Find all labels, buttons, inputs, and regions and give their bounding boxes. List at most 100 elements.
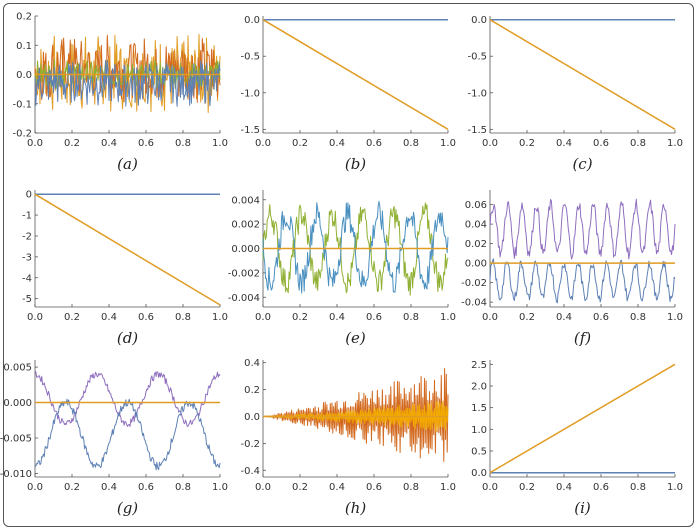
y-tick-label: 0: [26, 190, 32, 201]
x-tick-label: 0.4: [101, 482, 117, 493]
x-tick-label: 0.8: [630, 138, 646, 149]
x-tick-label: 0.4: [101, 138, 117, 149]
x-tick-label: 0.4: [556, 138, 572, 149]
x-tick-label: 0.4: [329, 482, 345, 493]
y-tick-label: -0.005: [0, 434, 32, 445]
y-tick-label: -0.2: [12, 129, 32, 140]
series-purple: [34, 370, 221, 427]
x-tick-label: 0.6: [593, 138, 609, 149]
y-tick-label: -1.5: [240, 125, 260, 136]
x-tick-label: 0.6: [593, 482, 609, 493]
x-tick-label: 1.0: [212, 482, 228, 493]
series-darkorange: [262, 368, 449, 462]
x-tick-label: 1.0: [440, 312, 456, 323]
x-tick-label: 1.0: [440, 482, 456, 493]
y-tick-label: -3: [22, 252, 32, 263]
y-tick-label: 2.0: [471, 382, 487, 393]
x-tick-label: 0.0: [482, 312, 498, 323]
series-green: [34, 59, 221, 89]
y-tick-label: 0.4: [244, 358, 260, 369]
panel-label: (b): [345, 155, 366, 173]
x-tick-label: 0.0: [482, 138, 498, 149]
x-tick-label: 0.2: [64, 138, 80, 149]
series-orange: [489, 363, 676, 474]
y-tick-label: 0.0: [244, 15, 260, 26]
panel-label: (i): [574, 499, 591, 517]
panel-label: (e): [345, 329, 366, 347]
y-tick-label: 1.5: [471, 403, 487, 414]
series-orange: [262, 19, 449, 130]
y-tick-label: 0.1: [16, 41, 32, 52]
chart-panel-d: 0.0 0.2 0.4 0.6 0.8 1.0 -5 -4 -3 -2 -1 0 (d): [22, 190, 228, 347]
series-orange: [34, 193, 221, 306]
y-tick-label: -0.04: [461, 298, 487, 309]
x-tick-label: 0.2: [519, 312, 535, 323]
chart-panel-c: 0.0 0.2 0.4 0.6 0.8 1.0 -1.5 -1.0 -0.5 0.0 (c): [467, 15, 682, 173]
y-tick-label: -1: [22, 211, 32, 222]
series-blue: [489, 258, 676, 304]
chart-panel-g: 0.0 0.2 0.4 0.6 0.8 1.0 -0.010 -0.005 0.000 0.005…: [0, 360, 228, 517]
x-tick-label: 1.0: [667, 482, 683, 493]
chart-panel-h: 0.0 0.2 0.4 0.6 0.8 1.0-0.4-0.20.00.20.4(h): [240, 358, 455, 517]
y-tick-label: 0.000: [3, 398, 32, 409]
series-blue: [262, 200, 449, 294]
x-tick-label: 1.0: [667, 138, 683, 149]
x-tick-label: 0.4: [329, 312, 345, 323]
y-tick-label: 2.5: [471, 360, 487, 371]
y-tick-label: 0.004: [231, 195, 260, 206]
x-tick-label: 0.8: [175, 312, 191, 323]
y-tick-label: -0.1: [12, 99, 32, 110]
x-tick-label: 0.2: [519, 138, 535, 149]
panel-label: (f): [574, 329, 591, 347]
x-tick-label: 0.0: [27, 482, 43, 493]
series-purple: [489, 198, 676, 260]
series-blue: [34, 398, 221, 471]
y-tick-label: -2: [22, 231, 32, 242]
y-tick-label: 0.5: [471, 447, 487, 458]
y-tick-label: 0.02: [465, 239, 487, 250]
x-tick-label: 0.6: [138, 312, 154, 323]
x-tick-label: 0.8: [403, 138, 419, 149]
y-tick-label: 0.2: [16, 12, 32, 23]
y-tick-label: 0.04: [465, 220, 487, 231]
y-tick-label: -1.0: [467, 88, 487, 99]
y-tick-label: -0.5: [467, 52, 487, 63]
panel-label: (g): [117, 499, 138, 517]
x-tick-label: 0.0: [482, 482, 498, 493]
x-tick-label: 1.0: [440, 138, 456, 149]
x-tick-label: 0.4: [556, 482, 572, 493]
x-tick-label: 0.2: [292, 482, 308, 493]
x-tick-label: 0.2: [64, 482, 80, 493]
chart-panel-i: 0.0 0.2 0.4 0.6 0.8 1.0 0.0 0.5 1.0 1.5 2.0 2.5 (i): [471, 360, 683, 517]
y-tick-label: 0.06: [465, 200, 487, 211]
panel-label: (a): [117, 155, 138, 173]
y-tick-label: 1.0: [471, 425, 487, 436]
x-tick-label: 0.0: [255, 138, 271, 149]
y-tick-label: 0.0: [16, 70, 32, 81]
x-tick-label: 1.0: [212, 312, 228, 323]
chart-panel-f: 0.0 0.2 0.4 0.6 0.8 1.0 -0.04 -0.02 0.00 0.02 0.04…: [461, 190, 683, 347]
y-tick-label: -1.5: [467, 125, 487, 136]
x-tick-label: 0.6: [366, 138, 382, 149]
x-tick-label: 0.6: [593, 312, 609, 323]
y-tick-label: -0.02: [461, 278, 487, 289]
series-orange: [489, 19, 676, 130]
x-tick-label: 0.2: [292, 138, 308, 149]
chart-panel-a: 0.0 0.2 0.4 0.6 0.8 1.0 -0.2 -0.1 0.0 0.1 0.2 (a): [12, 12, 227, 174]
x-tick-label: 0.4: [329, 138, 345, 149]
x-tick-label: 0.0: [255, 482, 271, 493]
y-tick-label: 0.002: [231, 220, 260, 231]
x-tick-label: 0.0: [255, 312, 271, 323]
y-tick-label: -0.010: [0, 469, 32, 480]
y-tick-label: -4: [22, 273, 32, 284]
panel-label: (c): [572, 155, 592, 173]
y-tick-label: 0.0: [471, 468, 487, 479]
x-tick-label: 0.6: [138, 138, 154, 149]
x-tick-label: 0.2: [519, 482, 535, 493]
y-tick-label: 0.2: [244, 385, 260, 396]
x-tick-label: 0.8: [403, 482, 419, 493]
x-tick-label: 0.8: [403, 312, 419, 323]
x-tick-label: 0.2: [64, 312, 80, 323]
y-tick-label: -1.0: [240, 88, 260, 99]
